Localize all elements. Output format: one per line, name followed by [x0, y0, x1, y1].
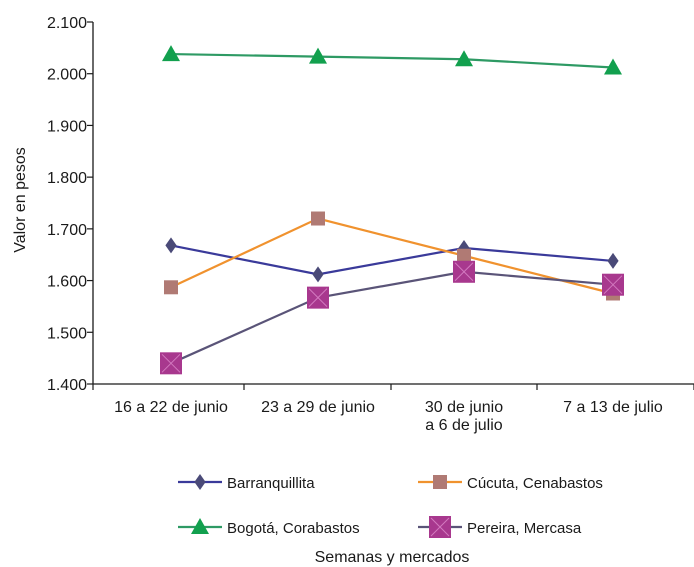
series-line — [170, 52, 614, 69]
x-tick-label-line: 23 a 29 de junio — [261, 399, 375, 416]
x-tick-label: 23 a 29 de junio — [261, 399, 375, 416]
square-x-cross — [430, 517, 450, 537]
series-line — [170, 244, 614, 276]
y-tick-label: 1.700 — [47, 222, 87, 239]
diamond-marker — [165, 237, 177, 254]
square-x-marker — [160, 352, 182, 375]
x-axis-title: Semanas y mercados — [315, 549, 470, 566]
legend-label: Barranquillita — [227, 475, 315, 492]
series-lines — [170, 52, 614, 365]
legend-item: Barranquillita — [178, 474, 315, 492]
x-tick-label: 30 de junio a 6 de julio — [425, 399, 503, 434]
y-axis-ticks: 1.400 1.500 1.600 1.700 1.800 1.900 2.000 2.100 — [47, 15, 93, 394]
legend-item: Pereira, Mercasa — [418, 516, 582, 538]
legend-label: Bogotá, Corabastos — [227, 520, 360, 537]
square-marker — [457, 248, 471, 263]
x-tick-label-line: a 6 de julio — [425, 417, 502, 434]
diamond-marker — [312, 266, 324, 283]
y-tick-label: 1.600 — [47, 274, 87, 291]
x-tick-label-line: 16 a 22 de junio — [114, 399, 228, 416]
series-markers — [160, 45, 624, 375]
y-tick-label: 1.500 — [47, 325, 87, 342]
square-x-marker — [429, 516, 451, 538]
series-line — [170, 217, 614, 295]
y-tick-label: 2.000 — [47, 67, 87, 84]
x-tick-label-line: 7 a 13 de julio — [563, 399, 663, 416]
square-x-marker — [453, 260, 475, 283]
triangle-marker — [162, 45, 180, 62]
y-axis-title: Valor en pesos — [12, 147, 29, 253]
diamond-marker — [194, 474, 206, 490]
x-tick-label: 7 a 13 de julio — [563, 399, 663, 416]
square-x-marker — [307, 286, 329, 309]
triangle-marker — [455, 50, 473, 67]
diamond-marker — [607, 252, 619, 269]
square-x-cross — [161, 353, 181, 373]
y-tick-label: 1.900 — [47, 118, 87, 135]
series-line — [170, 270, 614, 365]
legend-item: Cúcuta, Cenabastos — [418, 475, 603, 492]
y-tick-label: 2.100 — [47, 15, 87, 32]
square-marker — [311, 211, 325, 226]
square-x-marker — [602, 273, 624, 296]
square-marker — [164, 280, 178, 295]
chart-axes — [92, 22, 694, 385]
square-x-cross — [454, 262, 474, 282]
square-x-cross — [308, 288, 328, 307]
triangle-marker — [191, 518, 209, 534]
triangle-marker — [604, 58, 622, 75]
y-tick-label: 1.400 — [47, 377, 87, 394]
chart-legend: Barranquillita Cúcuta, Cenabastos Bogotá, … — [178, 474, 603, 538]
square-marker — [433, 475, 447, 489]
x-tick-label-line: 30 de junio — [425, 399, 503, 416]
square-x-cross — [603, 275, 623, 295]
triangle-marker — [309, 47, 327, 64]
x-axis-ticks: 16 a 22 de junio 23 a 29 de junio 30 de ju… — [92, 384, 694, 434]
legend-label: Pereira, Mercasa — [467, 520, 582, 537]
legend-label: Cúcuta, Cenabastos — [467, 475, 603, 492]
y-tick-label: 1.800 — [47, 170, 87, 187]
x-tick-label: 16 a 22 de junio — [114, 399, 228, 416]
legend-item: Bogotá, Corabastos — [178, 518, 360, 537]
